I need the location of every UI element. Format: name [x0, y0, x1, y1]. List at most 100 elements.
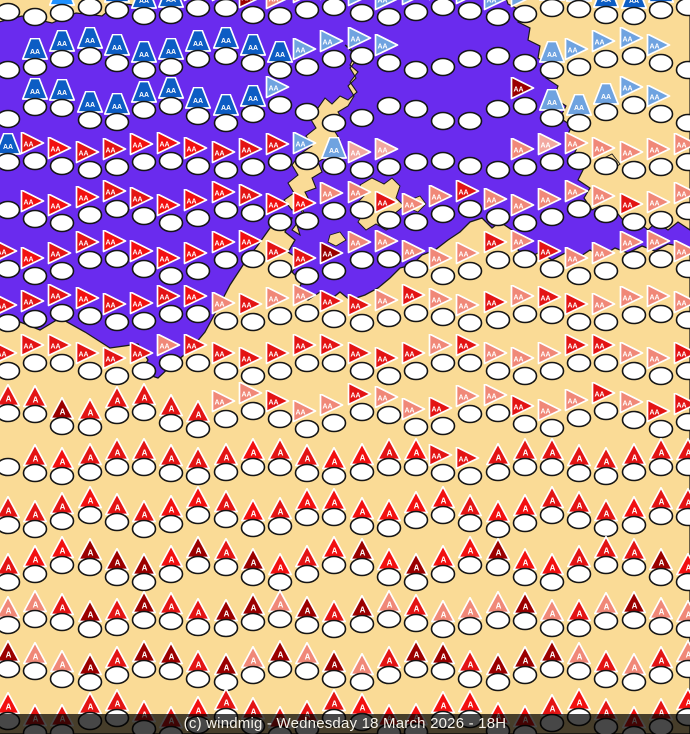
svg-text:AA: AA	[540, 295, 550, 302]
svg-text:A: A	[223, 610, 229, 619]
svg-text:A: A	[6, 702, 12, 711]
svg-text:A: A	[87, 702, 93, 711]
svg-text:AA: AA	[540, 352, 550, 359]
svg-text:AA: AA	[404, 250, 414, 257]
svg-text:AA: AA	[350, 304, 360, 311]
svg-text:A: A	[305, 556, 311, 565]
svg-text:A: A	[169, 602, 175, 611]
svg-text:AA: AA	[486, 241, 496, 248]
svg-text:AA: AA	[622, 86, 632, 93]
svg-text:AA: AA	[268, 399, 278, 406]
svg-text:AA: AA	[241, 193, 251, 200]
svg-text:AA: AA	[377, 0, 387, 5]
svg-text:A: A	[604, 660, 610, 669]
svg-text:AA: AA	[595, 251, 605, 258]
svg-text:A: A	[169, 454, 175, 463]
svg-text:AA: AA	[601, 94, 611, 101]
svg-text:A: A	[686, 610, 690, 619]
svg-text:A: A	[631, 663, 637, 672]
svg-text:A: A	[87, 497, 93, 506]
svg-text:A: A	[6, 650, 12, 659]
svg-text:A: A	[577, 454, 583, 463]
svg-text:A: A	[169, 505, 175, 514]
svg-text:AA: AA	[377, 299, 387, 306]
svg-text:AA: AA	[377, 44, 387, 51]
svg-text:AA: AA	[601, 0, 611, 4]
svg-text:AA: AA	[513, 357, 523, 364]
svg-text:AA: AA	[78, 150, 88, 157]
svg-text:AA: AA	[112, 104, 122, 111]
svg-text:AA: AA	[57, 41, 67, 48]
svg-text:A: A	[60, 546, 66, 555]
svg-text:AA: AA	[432, 407, 442, 414]
svg-text:A: A	[278, 449, 284, 458]
svg-text:A: A	[278, 563, 284, 572]
svg-text:AA: AA	[459, 395, 469, 402]
svg-text:AA: AA	[30, 49, 40, 56]
svg-text:AA: AA	[296, 201, 306, 208]
svg-text:A: A	[142, 563, 148, 572]
svg-text:AA: AA	[268, 250, 278, 257]
svg-text:A: A	[114, 448, 120, 457]
svg-text:AA: AA	[187, 198, 197, 205]
svg-text:A: A	[60, 502, 66, 511]
svg-text:AA: AA	[649, 357, 659, 364]
svg-text:AA: AA	[112, 45, 122, 52]
svg-text:AA: AA	[132, 250, 142, 257]
svg-text:AA: AA	[296, 141, 306, 148]
svg-text:A: A	[658, 559, 664, 568]
svg-text:A: A	[631, 548, 637, 557]
svg-text:A: A	[577, 556, 583, 565]
svg-text:A: A	[414, 605, 420, 614]
svg-text:A: A	[686, 699, 690, 708]
svg-text:A: A	[468, 546, 474, 555]
svg-text:A: A	[359, 507, 365, 516]
svg-text:A: A	[631, 601, 637, 610]
svg-text:AA: AA	[241, 357, 251, 364]
svg-text:A: A	[441, 652, 447, 661]
svg-text:A: A	[33, 601, 39, 610]
svg-text:AA: AA	[268, 202, 278, 209]
svg-text:A: A	[196, 660, 202, 669]
svg-text:AA: AA	[241, 240, 251, 247]
svg-text:AA: AA	[377, 200, 387, 207]
svg-text:A: A	[305, 652, 311, 661]
svg-text:A: A	[114, 397, 120, 406]
svg-text:AA: AA	[595, 344, 605, 351]
svg-text:AA: AA	[214, 150, 224, 157]
svg-text:AA: AA	[160, 344, 170, 351]
svg-text:A: A	[169, 404, 175, 413]
svg-text:A: A	[495, 663, 501, 672]
svg-text:A: A	[604, 603, 610, 612]
svg-text:AA: AA	[323, 192, 333, 199]
svg-text:AA: AA	[513, 405, 523, 412]
svg-text:A: A	[495, 511, 501, 520]
svg-text:AA: AA	[350, 191, 360, 198]
svg-text:AA: AA	[105, 148, 115, 155]
svg-text:AA: AA	[404, 203, 414, 210]
svg-text:A: A	[142, 511, 148, 520]
svg-text:A: A	[196, 458, 202, 467]
svg-text:A: A	[550, 705, 556, 714]
svg-text:AA: AA	[24, 257, 34, 264]
svg-text:AA: AA	[568, 302, 578, 309]
svg-text:AA: AA	[214, 241, 224, 248]
svg-text:AA: AA	[268, 296, 278, 303]
svg-text:AA: AA	[540, 409, 550, 416]
svg-text:A: A	[658, 448, 664, 457]
svg-text:AA: AA	[323, 39, 333, 46]
svg-text:AA: AA	[166, 0, 176, 4]
svg-text:A: A	[658, 498, 664, 507]
svg-text:A: A	[332, 699, 338, 708]
svg-text:AA: AA	[350, 392, 360, 399]
svg-text:A: A	[577, 609, 583, 618]
svg-text:A: A	[142, 650, 148, 659]
svg-text:AA: AA	[513, 294, 523, 301]
svg-text:AA: AA	[404, 408, 414, 415]
svg-text:AA: AA	[629, 0, 639, 5]
svg-text:AA: AA	[622, 241, 632, 248]
svg-text:AA: AA	[51, 203, 61, 210]
svg-text:A: A	[359, 663, 365, 672]
svg-text:A: A	[468, 607, 474, 616]
svg-text:AA: AA	[622, 401, 632, 408]
